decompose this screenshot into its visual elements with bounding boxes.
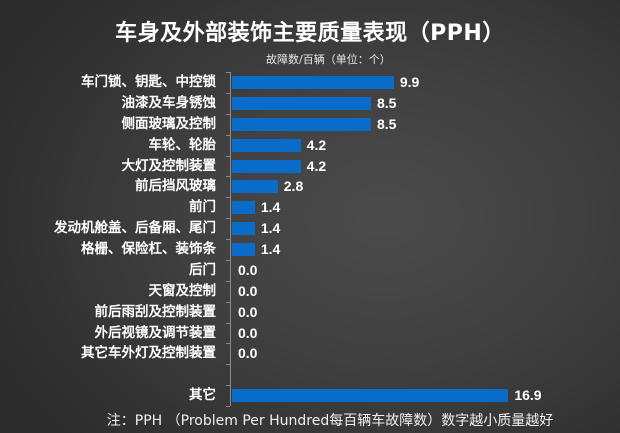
category-label: 发动机舱盖、后备厢、尾门 [54, 220, 216, 237]
y-axis-tick [226, 155, 230, 157]
value-label: 16.9 [514, 387, 542, 404]
bar [232, 76, 394, 89]
bar-row: 车轮、轮胎 4.2 [0, 135, 620, 156]
category-label: 外后视镜及调节装置 [94, 324, 217, 341]
bar [232, 389, 509, 403]
value-label: 1.4 [260, 220, 281, 237]
y-axis-tick [226, 134, 230, 136]
bar-row: 侧面玻璃及控制 8.5 [0, 114, 620, 135]
y-axis-tick [226, 322, 230, 324]
category-label: 油漆及车身锈蚀 [121, 94, 217, 111]
bar-row: 发动机舱盖、后备厢、尾门 1.4 [0, 218, 620, 239]
bar-row: 后门 0.0 [0, 260, 620, 281]
bar-row: 前门 1.4 [0, 197, 620, 218]
y-axis-tick [226, 176, 230, 178]
y-axis-tick [226, 113, 230, 115]
bar [232, 243, 255, 256]
bar [232, 117, 371, 131]
chart-subtitle: 故障数/百辆（单位：个） [266, 53, 391, 66]
bar [232, 201, 255, 215]
bar-row: 前后挡风玻璃 2.8 [0, 176, 620, 197]
bar-row: 天窗及控制 0.0 [0, 281, 620, 302]
category-label: 车门锁、钥匙、中控锁 [81, 74, 216, 90]
category-label: 天窗及控制 [148, 282, 217, 299]
bar-row: 其它 16.9 [0, 385, 620, 406]
y-axis-tick [226, 92, 230, 94]
bar-row: 车门锁、钥匙、中控锁 9.9 [0, 72, 620, 93]
category-label: 其它车外灯及控制装置 [81, 345, 216, 362]
bar-row: 油漆及车身锈蚀 8.5 [0, 93, 620, 114]
plot-area: 车门锁、钥匙、中控锁 9.9 油漆及车身锈蚀 8.5 侧面玻璃及控制 8.5 车轮、轮胎 4.… [0, 72, 620, 407]
y-axis-tick [226, 343, 230, 345]
category-label: 前门 [189, 199, 216, 216]
y-axis-tick [226, 301, 230, 303]
y-axis-tick [226, 280, 230, 282]
y-axis-tick [226, 72, 230, 73]
value-label: 0.0 [238, 282, 258, 299]
y-axis-line [230, 72, 231, 406]
category-label: 前后雨刮及控制装置 [94, 303, 217, 320]
category-label: 格栅、保险杠、装饰条 [81, 241, 216, 257]
category-label: 大灯及控制装置 [121, 157, 217, 174]
value-label: 0.0 [238, 261, 258, 278]
y-axis-tick [226, 406, 230, 407]
y-axis-tick [226, 385, 230, 387]
value-label: 1.4 [260, 241, 281, 257]
value-label: 8.5 [376, 115, 397, 132]
bar-row: 格栅、保险杠、装饰条 1.4 [0, 239, 620, 260]
bar [232, 159, 301, 173]
value-label: 0.0 [238, 324, 258, 341]
category-label: 前后挡风玻璃 [135, 178, 216, 195]
value-label: 9.9 [399, 74, 420, 90]
value-label: 0.0 [238, 345, 258, 362]
y-axis-tick [226, 239, 230, 240]
y-axis-tick [226, 364, 230, 366]
footnote: 注：PPH （Problem Per Hundred每百辆车故障数）数字越小质量… [106, 413, 554, 429]
chart-title: 车身及外部装饰主要质量表现（PPH） [115, 21, 505, 46]
bar [232, 138, 301, 152]
category-label: 其它 [189, 387, 216, 404]
bar-row: 前后雨刮及控制装置 0.0 [0, 302, 620, 323]
y-axis-tick [226, 259, 230, 261]
value-label: 1.4 [260, 199, 281, 216]
bar [232, 222, 255, 236]
category-label: 侧面玻璃及控制 [121, 115, 217, 132]
value-label: 8.5 [376, 94, 397, 111]
bar-row: 其它车外灯及控制装置 0.0 [0, 343, 620, 364]
bar-row: 大灯及控制装置 4.2 [0, 156, 620, 177]
y-axis-tick [226, 197, 230, 199]
category-label: 后门 [189, 261, 216, 278]
value-label: 2.8 [283, 178, 304, 195]
y-axis-tick [226, 218, 230, 220]
bar [232, 96, 371, 110]
bar-row: 外后视镜及调节装置 0.0 [0, 323, 620, 344]
value-label: 0.0 [238, 303, 258, 320]
value-label: 4.2 [306, 136, 327, 153]
category-label: 车轮、轮胎 [148, 136, 217, 153]
bar [232, 180, 278, 194]
value-label: 4.2 [306, 157, 327, 174]
